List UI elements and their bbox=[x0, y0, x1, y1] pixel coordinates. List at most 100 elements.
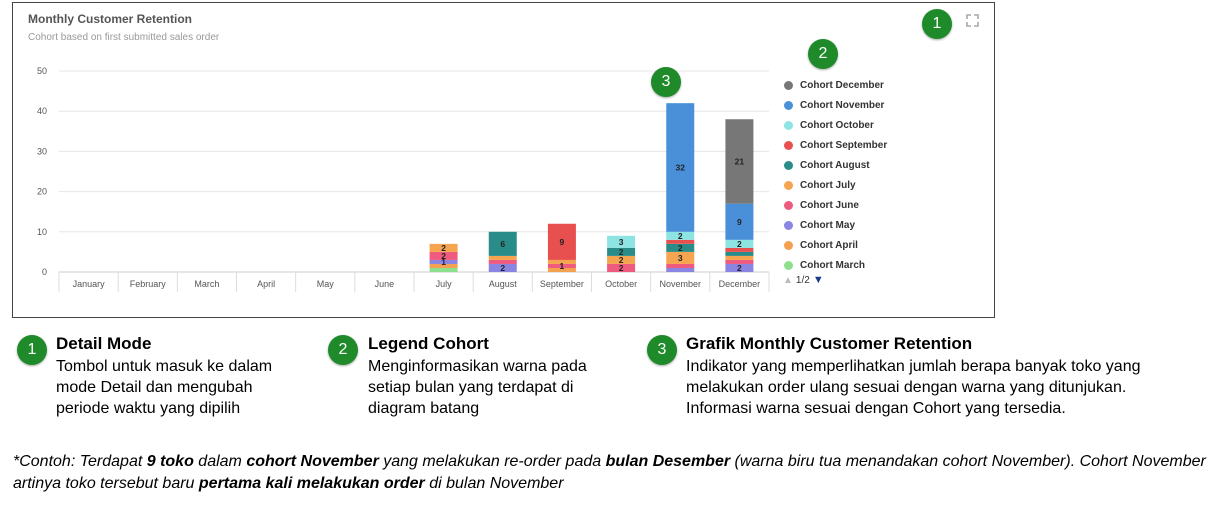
x-tick-label: August bbox=[489, 279, 518, 289]
legend-dot-icon bbox=[784, 140, 793, 150]
data-label: 32 bbox=[676, 162, 686, 172]
bar-segment bbox=[488, 263, 517, 272]
chart-panel: Monthly Customer Retention Cohort based … bbox=[12, 2, 995, 318]
data-label: 2 bbox=[441, 251, 446, 261]
legend-label: Cohort September bbox=[800, 139, 888, 151]
bar-segment bbox=[429, 259, 458, 264]
data-label: 3 bbox=[619, 237, 624, 247]
legend-label: Cohort May bbox=[800, 219, 855, 231]
bar-segment bbox=[607, 263, 636, 272]
bar-segment bbox=[725, 255, 754, 260]
bar-segment bbox=[607, 247, 636, 256]
triangle-down-icon[interactable]: ▼ bbox=[812, 274, 824, 286]
description-title: Legend Cohort bbox=[368, 334, 489, 353]
legend-dot-icon bbox=[784, 180, 793, 190]
x-tick-label: July bbox=[436, 279, 453, 289]
data-label: 1 bbox=[560, 261, 565, 271]
note-part: yang melakukan re-order pada bbox=[378, 453, 606, 470]
y-tick-label: 40 bbox=[37, 106, 47, 116]
legend-dot-icon bbox=[784, 100, 793, 110]
x-tick-label: November bbox=[659, 279, 701, 289]
bar-segment bbox=[488, 255, 517, 260]
y-tick-label: 20 bbox=[37, 187, 47, 197]
bar-segment bbox=[666, 239, 695, 244]
data-label: 2 bbox=[737, 263, 742, 273]
bar-segment bbox=[666, 231, 695, 240]
data-label: 2 bbox=[678, 243, 683, 253]
description-title: Detail Mode bbox=[56, 334, 152, 353]
x-tick-label: April bbox=[257, 279, 275, 289]
description-number: 3 bbox=[647, 335, 677, 365]
legend-item[interactable]: Cohort June bbox=[784, 195, 914, 215]
bar-segment bbox=[725, 239, 754, 248]
legend-label: Cohort November bbox=[800, 99, 885, 111]
bar-segment bbox=[547, 267, 576, 272]
legend-item[interactable]: Cohort May bbox=[784, 215, 914, 235]
bar-segment bbox=[547, 259, 576, 264]
note-part: *Contoh: Terdapat bbox=[13, 453, 147, 470]
legend-label: Cohort April bbox=[800, 239, 858, 251]
description-text: Tombol untuk masuk ke dalam mode Detail … bbox=[56, 358, 273, 417]
x-tick-label: February bbox=[130, 279, 167, 289]
legend-item[interactable]: Cohort August bbox=[784, 155, 914, 175]
bar-segment bbox=[666, 251, 695, 264]
bar-segment bbox=[547, 263, 576, 268]
badge-2: 2 bbox=[808, 39, 838, 69]
legend-item[interactable]: Cohort November bbox=[784, 95, 914, 115]
legend-dot-icon bbox=[784, 80, 793, 90]
legend-dot-icon bbox=[784, 260, 793, 270]
x-tick-label: May bbox=[317, 279, 335, 289]
description-text: Menginformasikan warna pada setiap bulan… bbox=[368, 358, 587, 417]
bar-segment bbox=[429, 243, 458, 252]
x-tick-label: January bbox=[73, 279, 106, 289]
bar-segment bbox=[666, 243, 695, 252]
bar-segment bbox=[725, 203, 754, 240]
data-label: 2 bbox=[737, 239, 742, 249]
bar-segment bbox=[666, 267, 695, 272]
legend-item[interactable]: Cohort March bbox=[784, 255, 914, 275]
expand-icon[interactable] bbox=[966, 14, 979, 27]
data-label: 2 bbox=[500, 263, 505, 273]
data-label: 6 bbox=[500, 239, 505, 249]
note-part: dalam bbox=[193, 453, 247, 470]
legend-dot-icon bbox=[784, 220, 793, 230]
legend-item[interactable]: Cohort December bbox=[784, 75, 914, 95]
chart-subtitle: Cohort based on first submitted sales or… bbox=[28, 32, 220, 43]
bar-segment bbox=[429, 263, 458, 268]
note-part: di bulan November bbox=[424, 475, 564, 492]
note-part: cohort November bbox=[246, 453, 379, 470]
description-number: 1 bbox=[17, 335, 47, 365]
bar-segment bbox=[488, 259, 517, 264]
legend-item[interactable]: Cohort September bbox=[784, 135, 914, 155]
data-label: 9 bbox=[560, 237, 565, 247]
badge-1: 1 bbox=[922, 9, 952, 39]
legend-item[interactable]: Cohort July bbox=[784, 175, 914, 195]
note-part: bulan Desember bbox=[605, 453, 731, 470]
bar-segment bbox=[725, 251, 754, 256]
data-label: 3 bbox=[678, 253, 683, 263]
legend-dot-icon bbox=[784, 200, 793, 210]
bar-segment bbox=[666, 263, 695, 268]
legend-pager: ▲ 1/2 ▼ bbox=[783, 274, 824, 286]
y-tick-label: 30 bbox=[37, 146, 47, 156]
legend-dot-icon bbox=[784, 160, 793, 170]
legend-item[interactable]: Cohort October bbox=[784, 115, 914, 135]
bar-segment bbox=[547, 223, 576, 260]
legend-item[interactable]: Cohort April bbox=[784, 235, 914, 255]
bar-segment bbox=[429, 251, 458, 260]
x-tick-label: October bbox=[605, 279, 637, 289]
legend-label: Cohort October bbox=[800, 119, 874, 131]
description-number: 2 bbox=[328, 335, 358, 365]
data-label: 2 bbox=[619, 247, 624, 257]
bar-chart: 0 10 20 30 40 50 January February March April May J… bbox=[37, 66, 770, 292]
data-label: 2 bbox=[678, 231, 683, 241]
bar-segment bbox=[429, 267, 458, 272]
legend-label: Cohort July bbox=[800, 179, 856, 191]
legend-dot-icon bbox=[784, 240, 793, 250]
description-text: Indikator yang memperlihatkan jumlah ber… bbox=[686, 358, 1141, 417]
x-tick-label: June bbox=[375, 279, 395, 289]
data-label: 2 bbox=[619, 255, 624, 265]
legend-label: Cohort December bbox=[800, 79, 884, 91]
example-note: *Contoh: Terdapat 9 toko dalam cohort No… bbox=[13, 451, 1213, 495]
badge-3: 3 bbox=[651, 67, 681, 97]
